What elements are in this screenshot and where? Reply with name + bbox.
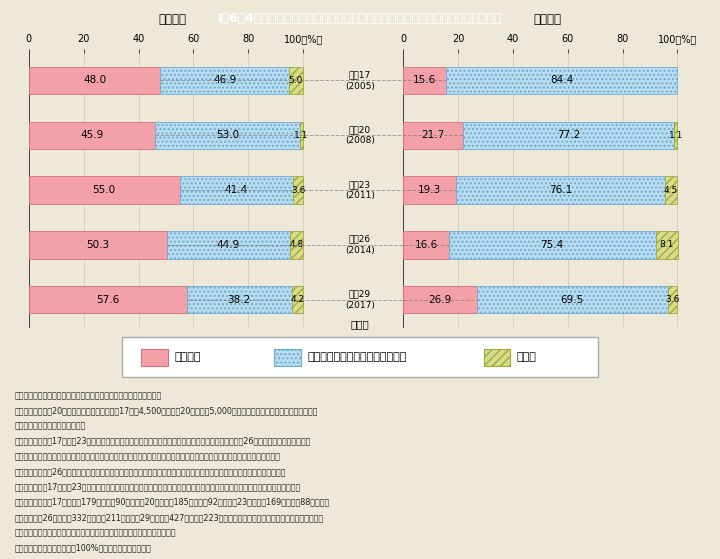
Bar bbox=[29, 121, 155, 149]
Bar bbox=[403, 67, 446, 94]
Text: 4.5: 4.5 bbox=[664, 186, 678, 195]
Text: 4.2: 4.2 bbox=[290, 295, 305, 304]
Text: 平成26
(2014): 平成26 (2014) bbox=[345, 235, 375, 255]
Text: 3.6: 3.6 bbox=[665, 295, 680, 304]
Text: （年）: （年） bbox=[351, 319, 369, 329]
Bar bbox=[290, 231, 303, 258]
Text: 平成17
(2005): 平成17 (2005) bbox=[345, 70, 375, 91]
Text: 26.9: 26.9 bbox=[428, 295, 451, 305]
Bar bbox=[300, 121, 303, 149]
Bar bbox=[29, 231, 167, 258]
Text: どこ（だれ）にも相談しなかった: どこ（だれ）にも相談しなかった bbox=[307, 352, 407, 362]
Title: ＜男性＞: ＜男性＞ bbox=[534, 12, 561, 26]
Text: 45.9: 45.9 bbox=[80, 130, 104, 140]
Text: 44.9: 44.9 bbox=[217, 240, 240, 250]
Text: 平成23
(2011): 平成23 (2011) bbox=[345, 180, 375, 200]
Text: 48.0: 48.0 bbox=[83, 75, 106, 86]
Text: 75.4: 75.4 bbox=[541, 240, 564, 250]
Text: 平成29
(2017): 平成29 (2017) bbox=[345, 290, 375, 310]
Text: 無回答: 無回答 bbox=[517, 352, 536, 362]
Text: 相談した: 相談した bbox=[175, 352, 201, 362]
Bar bbox=[655, 231, 678, 258]
Text: I－6－4図　配偶者からの被害経験のある者のうち誰かに相談した者の割合の推移: I－6－4図 配偶者からの被害経験のある者のうち誰かに相談した者の割合の推移 bbox=[218, 12, 502, 25]
Text: 調査の結果による。: 調査の結果による。 bbox=[14, 421, 86, 430]
Bar bbox=[403, 121, 463, 149]
Text: 5.0: 5.0 bbox=[289, 76, 303, 85]
Text: 57.6: 57.6 bbox=[96, 295, 120, 305]
Text: 3.6: 3.6 bbox=[291, 186, 305, 195]
Title: ＜女性＞: ＜女性＞ bbox=[159, 12, 186, 26]
Bar bbox=[29, 286, 186, 313]
Text: 50.3: 50.3 bbox=[86, 240, 109, 250]
Bar bbox=[667, 286, 678, 313]
Text: 平成20
(2008): 平成20 (2008) bbox=[345, 125, 375, 145]
Text: 平成17年が女性179人，男性90人，平成20年が女性185人，男性92人，平成23年が女性169人，男性88人，平成: 平成17年が女性179人，男性90人，平成20年が女性185人，男性92人，平成… bbox=[14, 498, 330, 506]
Bar bbox=[446, 67, 678, 94]
Text: 1.1: 1.1 bbox=[294, 131, 309, 140]
Bar bbox=[477, 286, 667, 313]
Bar bbox=[463, 121, 675, 149]
Text: 4.8: 4.8 bbox=[289, 240, 304, 249]
Text: ５．四捨五入により100%とならない場合がある。: ５．四捨五入により100%とならない場合がある。 bbox=[14, 543, 151, 552]
Text: 成17年から23年は，過去５年以内に配偶者から何らかの被害を受けたことがあった者について集計。集計対象者は，: 成17年から23年は，過去５年以内に配偶者から何らかの被害を受けたことがあった者… bbox=[14, 482, 301, 491]
Bar bbox=[293, 176, 303, 203]
Text: ４．平成26年以降は，期間を区切らずに，配偶者から何らかの被害を受けたことがあった者について集計。また，平: ４．平成26年以降は，期間を区切らずに，配偶者から何らかの被害を受けたことがあっ… bbox=[14, 467, 286, 476]
Bar bbox=[665, 176, 678, 203]
Bar bbox=[403, 286, 477, 313]
Text: 26年が女性332人，男性211人。平成29年が女性427人，男性223人。前項３と合わせて，調査年により調査方法，: 26年が女性332人，男性211人。平成29年が女性427人，男性223人。前項… bbox=[14, 513, 323, 522]
Text: 41.4: 41.4 bbox=[225, 185, 248, 195]
Text: 84.4: 84.4 bbox=[550, 75, 573, 86]
Bar bbox=[449, 231, 655, 258]
Bar bbox=[403, 231, 449, 258]
Text: 38.2: 38.2 bbox=[228, 295, 251, 305]
Bar bbox=[675, 121, 678, 149]
Bar bbox=[292, 286, 303, 313]
Bar bbox=[167, 231, 290, 258]
Bar bbox=[289, 67, 303, 94]
Text: 8.1: 8.1 bbox=[660, 240, 674, 249]
Bar bbox=[141, 349, 168, 366]
Bar bbox=[186, 286, 292, 313]
Bar bbox=[456, 176, 665, 203]
Text: 19.3: 19.3 bbox=[418, 185, 441, 195]
Bar bbox=[161, 67, 289, 94]
Bar bbox=[155, 121, 300, 149]
Text: ３．平成17年から23年は「身体的暴行」，「心理的攻撃」及び「性的強要」のいずれか，平成26年以降は「身体的暴行」，: ３．平成17年から23年は「身体的暴行」，「心理的攻撃」及び「性的強要」のいずれ… bbox=[14, 437, 311, 446]
Text: 46.9: 46.9 bbox=[213, 75, 236, 86]
Text: 69.5: 69.5 bbox=[561, 295, 584, 305]
Text: 77.2: 77.2 bbox=[557, 130, 580, 140]
Text: 16.6: 16.6 bbox=[414, 240, 438, 250]
Text: 76.1: 76.1 bbox=[549, 185, 572, 195]
Bar bbox=[484, 349, 510, 366]
Bar bbox=[29, 67, 161, 94]
Bar bbox=[180, 176, 293, 203]
FancyBboxPatch shape bbox=[122, 337, 598, 377]
Bar bbox=[403, 176, 456, 203]
Text: 1.1: 1.1 bbox=[669, 131, 683, 140]
Text: 53.0: 53.0 bbox=[216, 130, 239, 140]
Text: 設問内容等が異なることから，時系列比較には注意を要する。: 設問内容等が異なることから，時系列比較には注意を要する。 bbox=[14, 528, 176, 537]
Text: 「心理的攻撃」，「経済的圧迫」及び「性的強要」のいずれかの被害経験について誰かに相談した経験を調査。: 「心理的攻撃」，「経済的圧迫」及び「性的強要」のいずれかの被害経験について誰かに… bbox=[14, 452, 280, 461]
Bar bbox=[274, 349, 301, 366]
Text: 55.0: 55.0 bbox=[93, 185, 116, 195]
Text: （備考）１．内閣府「男女間における暴力に関する調査」より作成。: （備考）１．内閣府「男女間における暴力に関する調査」より作成。 bbox=[14, 391, 162, 400]
Text: 15.6: 15.6 bbox=[413, 75, 436, 86]
Text: ２．全国20歳以上の男女を対象（平成17年は4,500人，平成20年以降は5,000人）とした無作為抽出によるアンケート: ２．全国20歳以上の男女を対象（平成17年は4,500人，平成20年以降は5,0… bbox=[14, 406, 318, 415]
Bar bbox=[29, 176, 180, 203]
Text: 21.7: 21.7 bbox=[421, 130, 444, 140]
